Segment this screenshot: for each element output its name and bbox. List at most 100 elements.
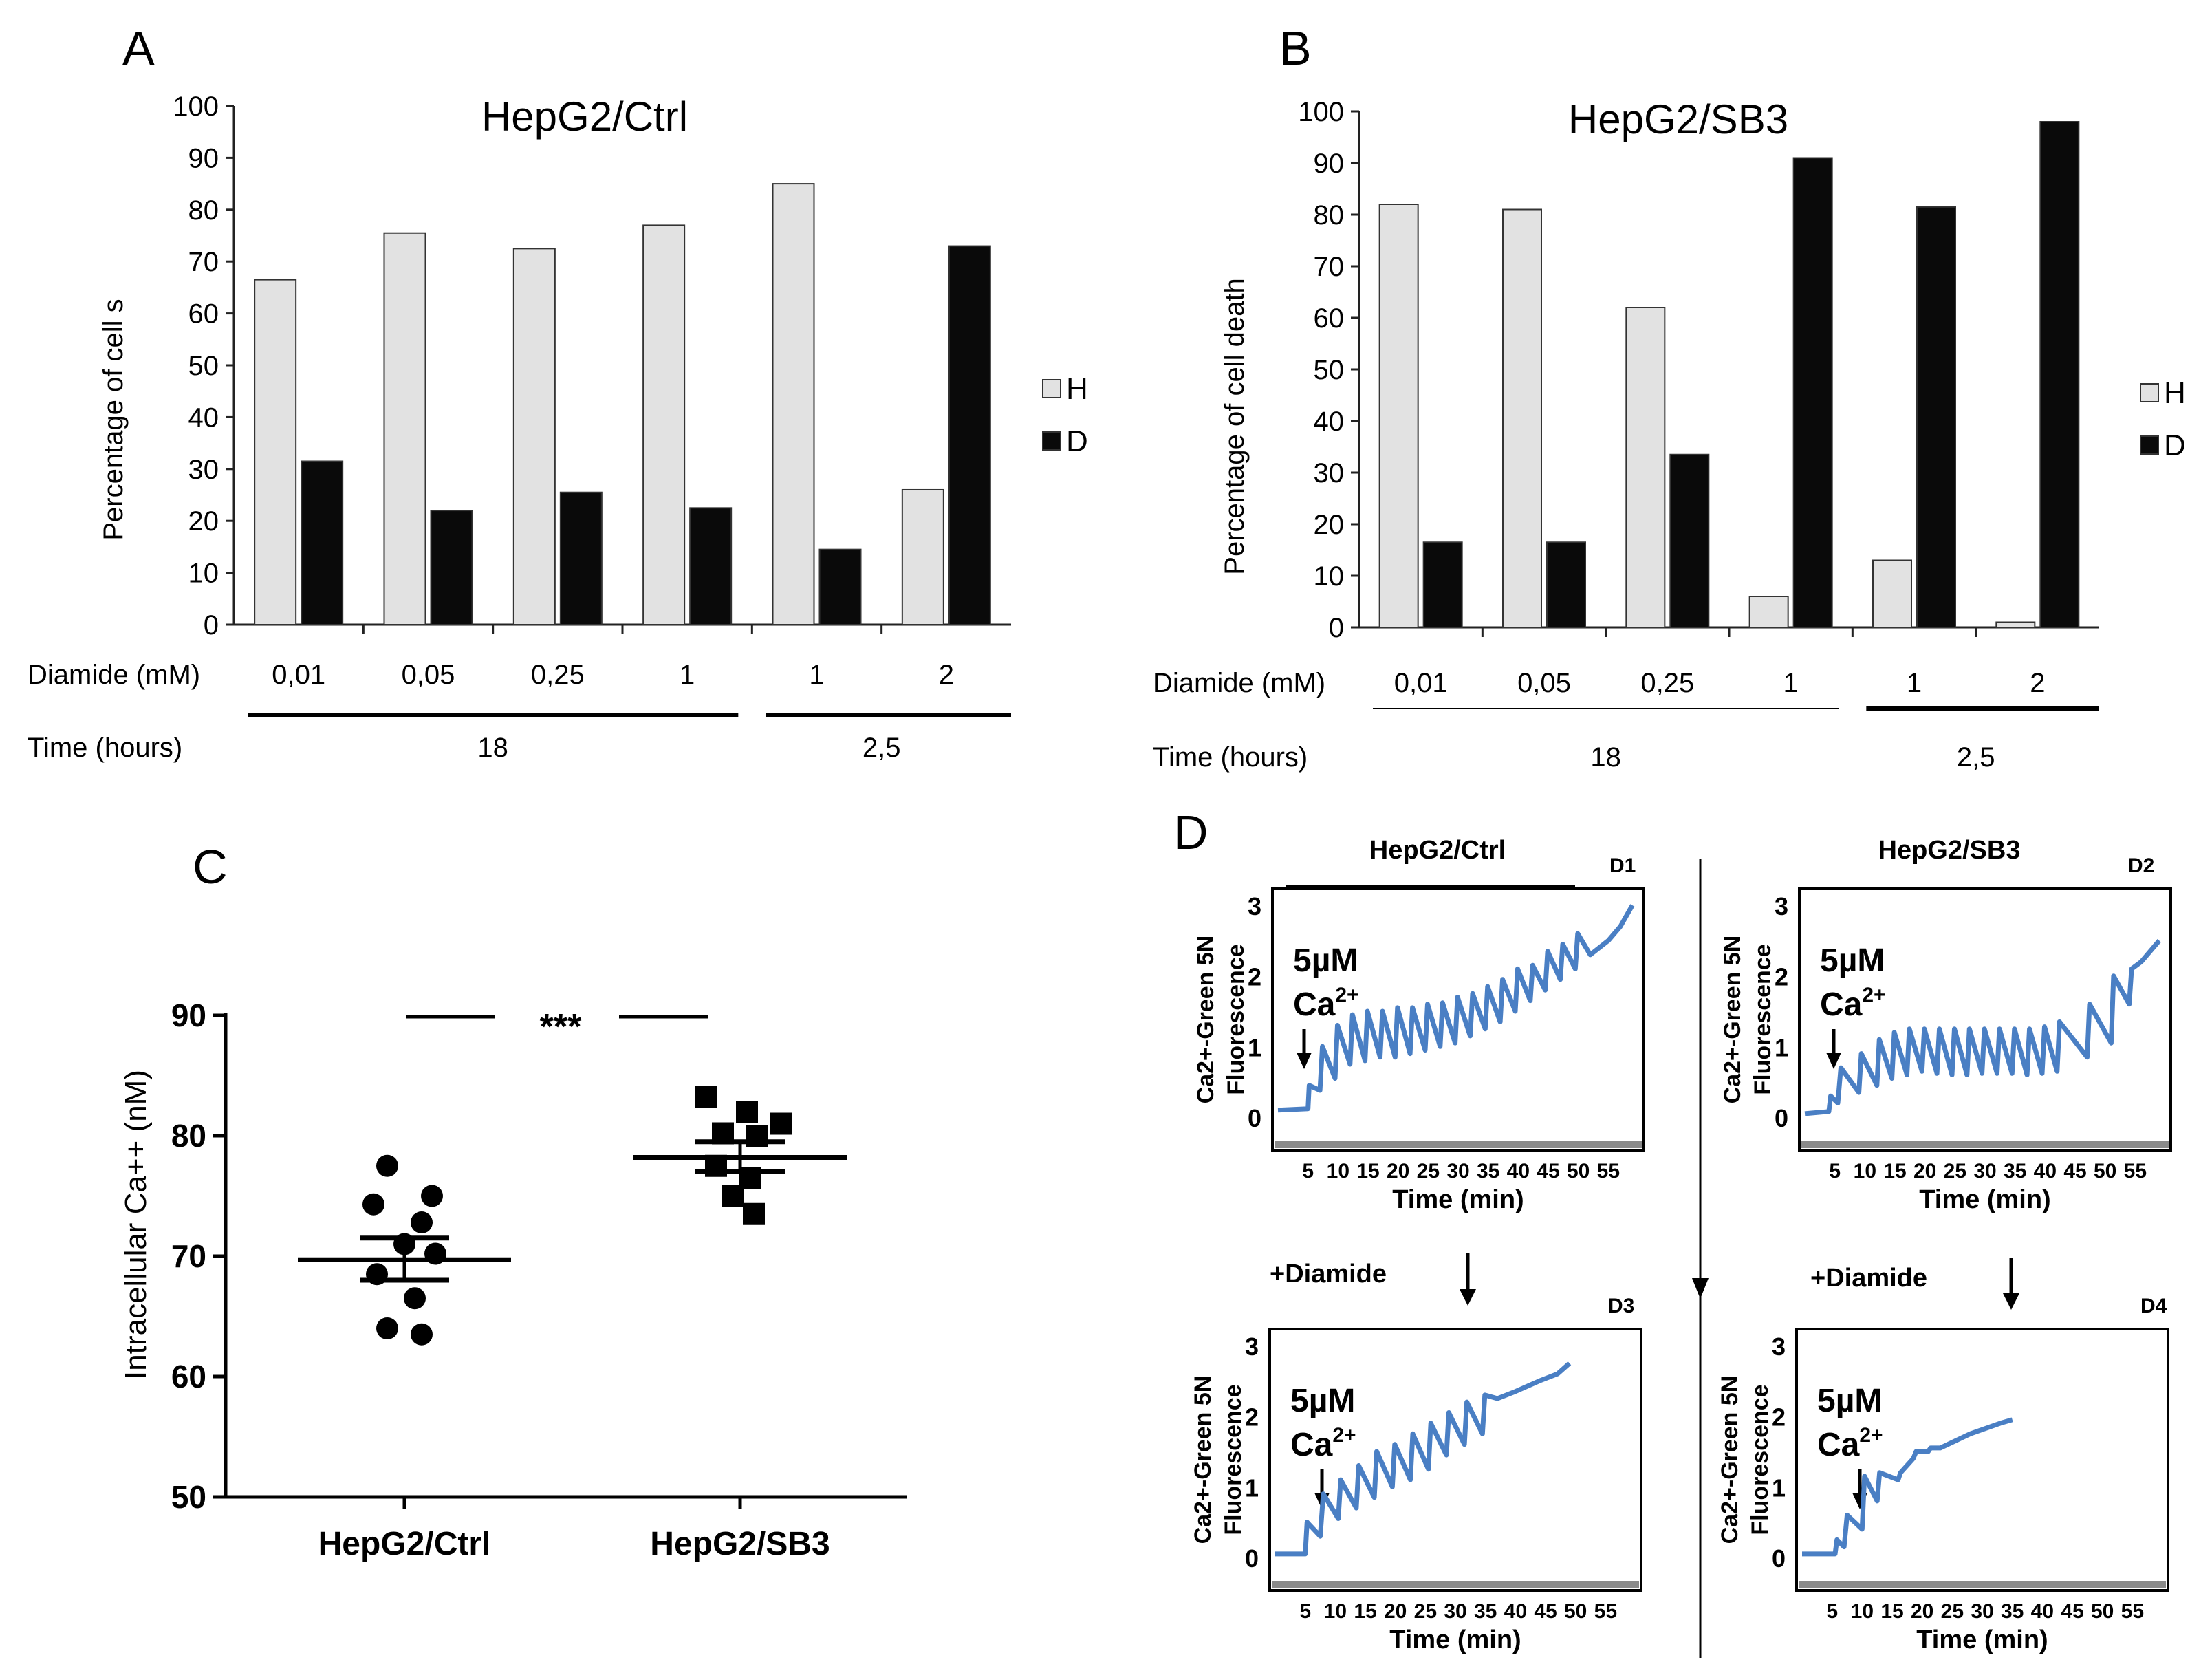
legend-swatch [2140,383,2159,402]
bar-d [818,548,862,625]
plot-frame [1795,1328,2169,1592]
treatment-arrowhead [2003,1293,2019,1310]
fluorescence-trace [1802,1417,2013,1557]
bar-d [301,460,344,625]
plot-baseline-band [1799,1581,2166,1588]
time-group-label: 18 [1590,742,1621,773]
data-point [743,1202,765,1225]
panel-c-scatter-chart: Intracellular Ca++ (nM) *** 50 60 70 80 90 He… [119,997,907,1562]
x-tick-label: 30 [1973,1160,1996,1183]
y-tick-label: 90 [1314,149,1345,179]
y-axis-label: Intracellular Ca++ (nM) [119,1070,153,1379]
x-tick-label: 5 [1826,1600,1838,1623]
bar-h [1872,559,1912,628]
x-tick-label: 20 [1384,1600,1407,1623]
annotation-dose: 5µM [1293,942,1358,979]
x-tick-label: 45 [2063,1160,2086,1183]
x-tick-label: 40 [1507,1160,1530,1183]
x-tick-label: 35 [2001,1600,2024,1623]
y-tick-label: 3 [1772,1332,1786,1361]
y-tick-label: 80 [171,1118,206,1154]
x-tick-label: 50 [1567,1160,1590,1183]
bar-h [642,224,686,626]
bar-d [559,491,603,625]
y-tick-label: 90 [171,997,206,1033]
x-tick-label: 15 [1356,1160,1379,1183]
x-tick-label: 30 [1444,1600,1466,1623]
y-axis-label: Percentage of cell s [98,299,129,540]
separator-arrowhead [1692,1278,1709,1299]
x-tick-label: 10 [1851,1600,1874,1623]
chart-title: HepG2/SB3 [1568,96,1788,142]
subpanel-title: HepG2/SB3 [1878,836,2021,865]
x-tick-label: 45 [1534,1600,1557,1623]
x-tick-label: 50 [2094,1160,2116,1183]
category-label: 0,25 [531,660,585,690]
subpanel-tag: D4 [2140,1295,2167,1317]
x-tick-label: 55 [1597,1160,1620,1183]
time-group-label: 2,5 [863,733,901,763]
y-axis-label-line1: Ca2+-Green 5N [1193,936,1219,1104]
x-axis-label: Time (min) [1392,1185,1524,1214]
legend-label: D [2164,429,2186,462]
data-point [393,1233,415,1255]
y-tick-label: 50 [188,351,219,381]
x-tick-label: 25 [1941,1600,1964,1623]
annotation-ion: Ca2+ [1290,1424,1356,1463]
treatment-arrowhead [1460,1289,1476,1306]
legend-swatch [1042,379,1061,398]
category-label: 0,05 [402,660,455,690]
fluorescence-trace [1804,939,2161,1116]
bar-h [1502,208,1542,628]
data-point [705,1154,727,1177]
category-label: 2 [2030,668,2045,698]
bar-d [948,245,991,625]
subpanel-title: HepG2/Ctrl [1369,836,1506,865]
bar-h [772,183,815,626]
x-axis-label: Time (min) [1919,1185,2050,1214]
panel-letter-c: C [193,840,228,894]
y-tick-label: 0 [1772,1544,1786,1573]
y-axis-label-line1: Ca2+-Green 5N [1190,1376,1216,1544]
y-tick-label: 0 [1248,1104,1261,1132]
y-tick-label: 40 [188,402,219,433]
x-tick-label: 15 [1880,1600,1903,1623]
legend-label: H [2164,376,2186,410]
data-point [362,1193,384,1216]
subpanel-d1: D1 HepG2/Ctrl 0 1 2 3 Ca2+-Green 5N Fluorescenc… [1193,836,1645,1214]
y-tick-label: 30 [188,455,219,485]
treatment-label: +Diamide [1270,1260,1387,1288]
diamide-label: Diamide (mM) [28,660,200,690]
annotation-ion: Ca2+ [1820,984,1886,1023]
x-tick-label: 10 [1324,1600,1347,1623]
plot-baseline-band [1275,1141,1642,1148]
data-point [736,1101,758,1123]
y-tick-label: 70 [188,247,219,277]
annotation-dose: 5µM [1290,1383,1355,1419]
y-tick-label: 20 [188,506,219,537]
category-label: 0,05 [1517,668,1571,698]
x-tick-label: 35 [1474,1600,1497,1623]
category-label: 0,01 [1394,668,1448,698]
x-tick-label: 5 [1302,1160,1314,1183]
treatment-label: +Diamide [1810,1264,1927,1293]
bar-d [1792,157,1833,628]
y-tick-label: 1 [1248,1033,1261,1061]
y-tick-label: 60 [188,299,219,330]
y-tick-label: 3 [1248,892,1261,920]
y-tick-label: 10 [1314,561,1345,592]
subpanel-d2: D2 HepG2/SB3 0 1 2 3 Ca2+-Green 5N Fluorescence… [1720,836,2172,1214]
category-label: 1 [809,660,824,690]
panel-a-bar-chart: HepG2/Ctrl Percentage of cell s Diamide … [28,91,1088,763]
y-axis-label-line2: Fluorescence [1220,1384,1246,1535]
x-tick-label: 20 [1911,1600,1933,1623]
data-point [424,1242,446,1265]
annotation-dose: 5µM [1820,942,1885,979]
bar-d [689,507,733,625]
legend-swatch [2140,435,2159,455]
bar-d [1546,541,1586,628]
y-tick-label: 70 [1314,252,1345,282]
y-tick-label: 100 [1298,97,1344,127]
x-tick-label: 30 [1446,1160,1469,1183]
time-label: Time (hours) [28,733,182,763]
